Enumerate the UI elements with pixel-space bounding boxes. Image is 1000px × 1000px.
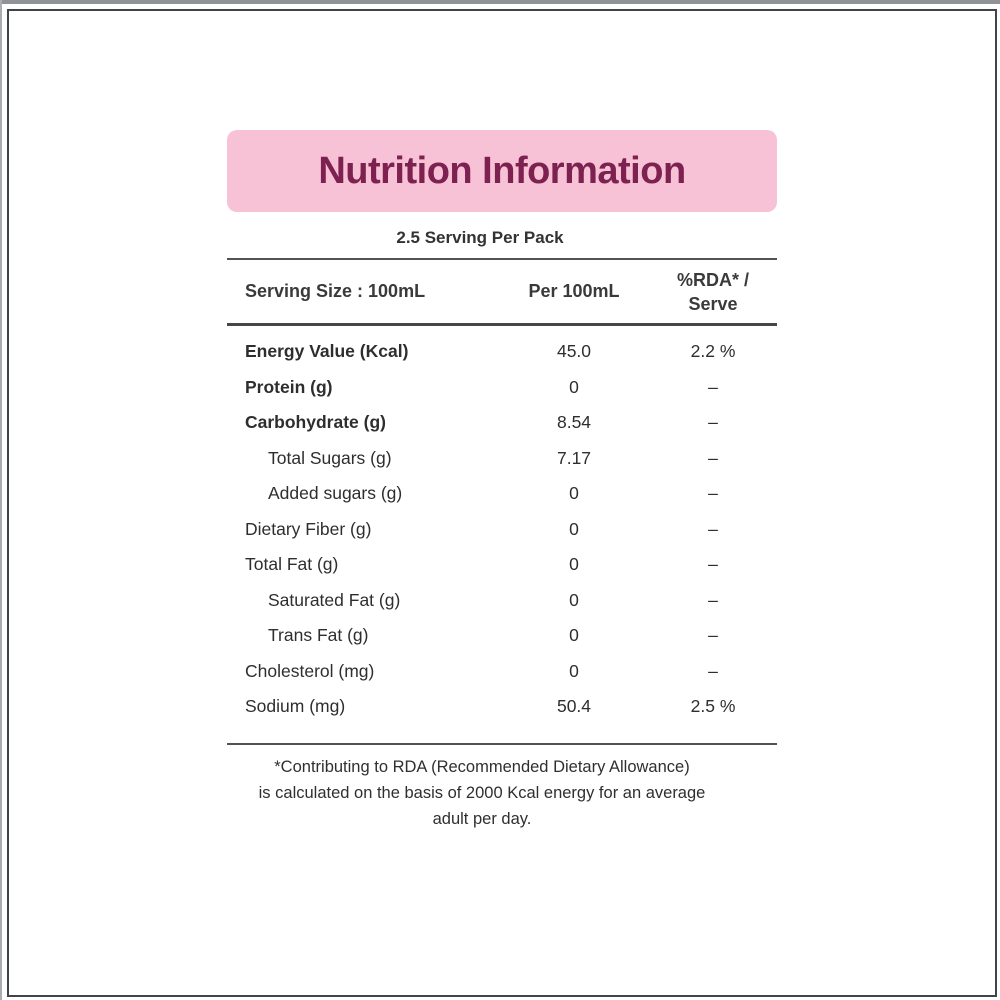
table-row: Added sugars (g) 0 – [227, 476, 777, 512]
rda-per-serve-value: 2.5 % [690, 696, 736, 717]
per-100ml-value: 7.17 [556, 447, 592, 468]
rda-footnote: *Contributing to RDA (Recommended Dietar… [227, 754, 777, 832]
per-100ml-value: 0 [569, 376, 579, 397]
per-100ml-value: 0 [569, 554, 579, 575]
table-row: Total Fat (g) 0 – [227, 547, 777, 583]
divider-bottom [227, 742, 777, 745]
page-title: Nutrition Information [318, 149, 686, 192]
per-100ml-value: 0 [569, 589, 579, 610]
nutrition-rows: Energy Value (Kcal) 45.0 2.2 % Protein (… [227, 326, 777, 743]
nutrient-name: Total Sugars (g) [268, 447, 392, 468]
rda-per-serve-value: – [708, 625, 718, 646]
title-banner: Nutrition Information [227, 130, 777, 212]
per-100ml-value: 0 [569, 483, 579, 504]
footnote-line: *Contributing to RDA (Recommended Dietar… [274, 757, 690, 776]
column-per-100ml: Per 100mL [528, 281, 620, 301]
table-row: Total Sugars (g) 7.17 – [227, 441, 777, 477]
rda-per-serve-value: 2.2 % [690, 341, 736, 362]
nutrient-name: Carbohydrate (g) [245, 412, 386, 433]
table-header-row: Serving Size : 100mL Per 100mL %RDA* / S… [227, 260, 777, 323]
table-row: Energy Value (Kcal) 45.0 2.2 % [227, 334, 777, 370]
rda-per-serve-value: – [708, 376, 718, 397]
per-100ml-value: 8.54 [556, 412, 592, 433]
nutrient-name: Energy Value (Kcal) [245, 341, 409, 362]
table-row: Trans Fat (g) 0 – [227, 618, 777, 654]
nutrient-name: Dietary Fiber (g) [245, 518, 372, 539]
footnote-line: is calculated on the basis of 2000 Kcal … [258, 783, 706, 802]
per-100ml-value: 50.4 [556, 696, 592, 717]
table-row: Dietary Fiber (g) 0 – [227, 512, 777, 548]
nutrition-label: Nutrition Information 2.5 Serving Per Pa… [227, 130, 777, 832]
divider-top [227, 258, 777, 260]
per-100ml-value: 45.0 [556, 341, 592, 362]
rda-per-serve-value: – [708, 554, 718, 575]
nutrient-name: Trans Fat (g) [268, 625, 369, 646]
table-row: Cholesterol (mg) 0 – [227, 654, 777, 690]
table-row: Carbohydrate (g) 8.54 – [227, 405, 777, 441]
nutrient-name: Total Fat (g) [245, 554, 339, 575]
photo-edge-strip-top [0, 0, 1000, 4]
rda-per-serve-value: – [708, 518, 718, 539]
table-row: Protein (g) 0 – [227, 370, 777, 406]
per-100ml-value: 0 [569, 518, 579, 539]
table-row: Saturated Fat (g) 0 – [227, 583, 777, 619]
rda-per-serve-value: – [708, 589, 718, 610]
divider-header [227, 323, 777, 326]
photo-edge-strip-left [0, 0, 2, 1000]
column-serving-size: Serving Size : 100mL [245, 281, 426, 301]
table-row: Sodium (mg) 50.4 2.5 % [227, 689, 777, 725]
rda-per-serve-value: – [708, 660, 718, 681]
nutrient-name: Sodium (mg) [245, 696, 346, 717]
rda-per-serve-value: – [708, 412, 718, 433]
serving-per-pack: 2.5 Serving Per Pack [396, 228, 564, 247]
column-rda-per-serve: %RDA* / Serve [676, 269, 749, 314]
footnote-line: adult per day. [432, 809, 532, 828]
nutrient-name: Cholesterol (mg) [245, 660, 375, 681]
nutrient-name: Saturated Fat (g) [268, 589, 401, 610]
rda-per-serve-value: – [708, 483, 718, 504]
rda-per-serve-value: – [708, 447, 718, 468]
nutrient-name: Added sugars (g) [268, 483, 403, 504]
label-frame: Nutrition Information 2.5 Serving Per Pa… [7, 9, 997, 997]
per-100ml-value: 0 [569, 660, 579, 681]
nutrient-name: Protein (g) [245, 376, 333, 397]
per-100ml-value: 0 [569, 625, 579, 646]
